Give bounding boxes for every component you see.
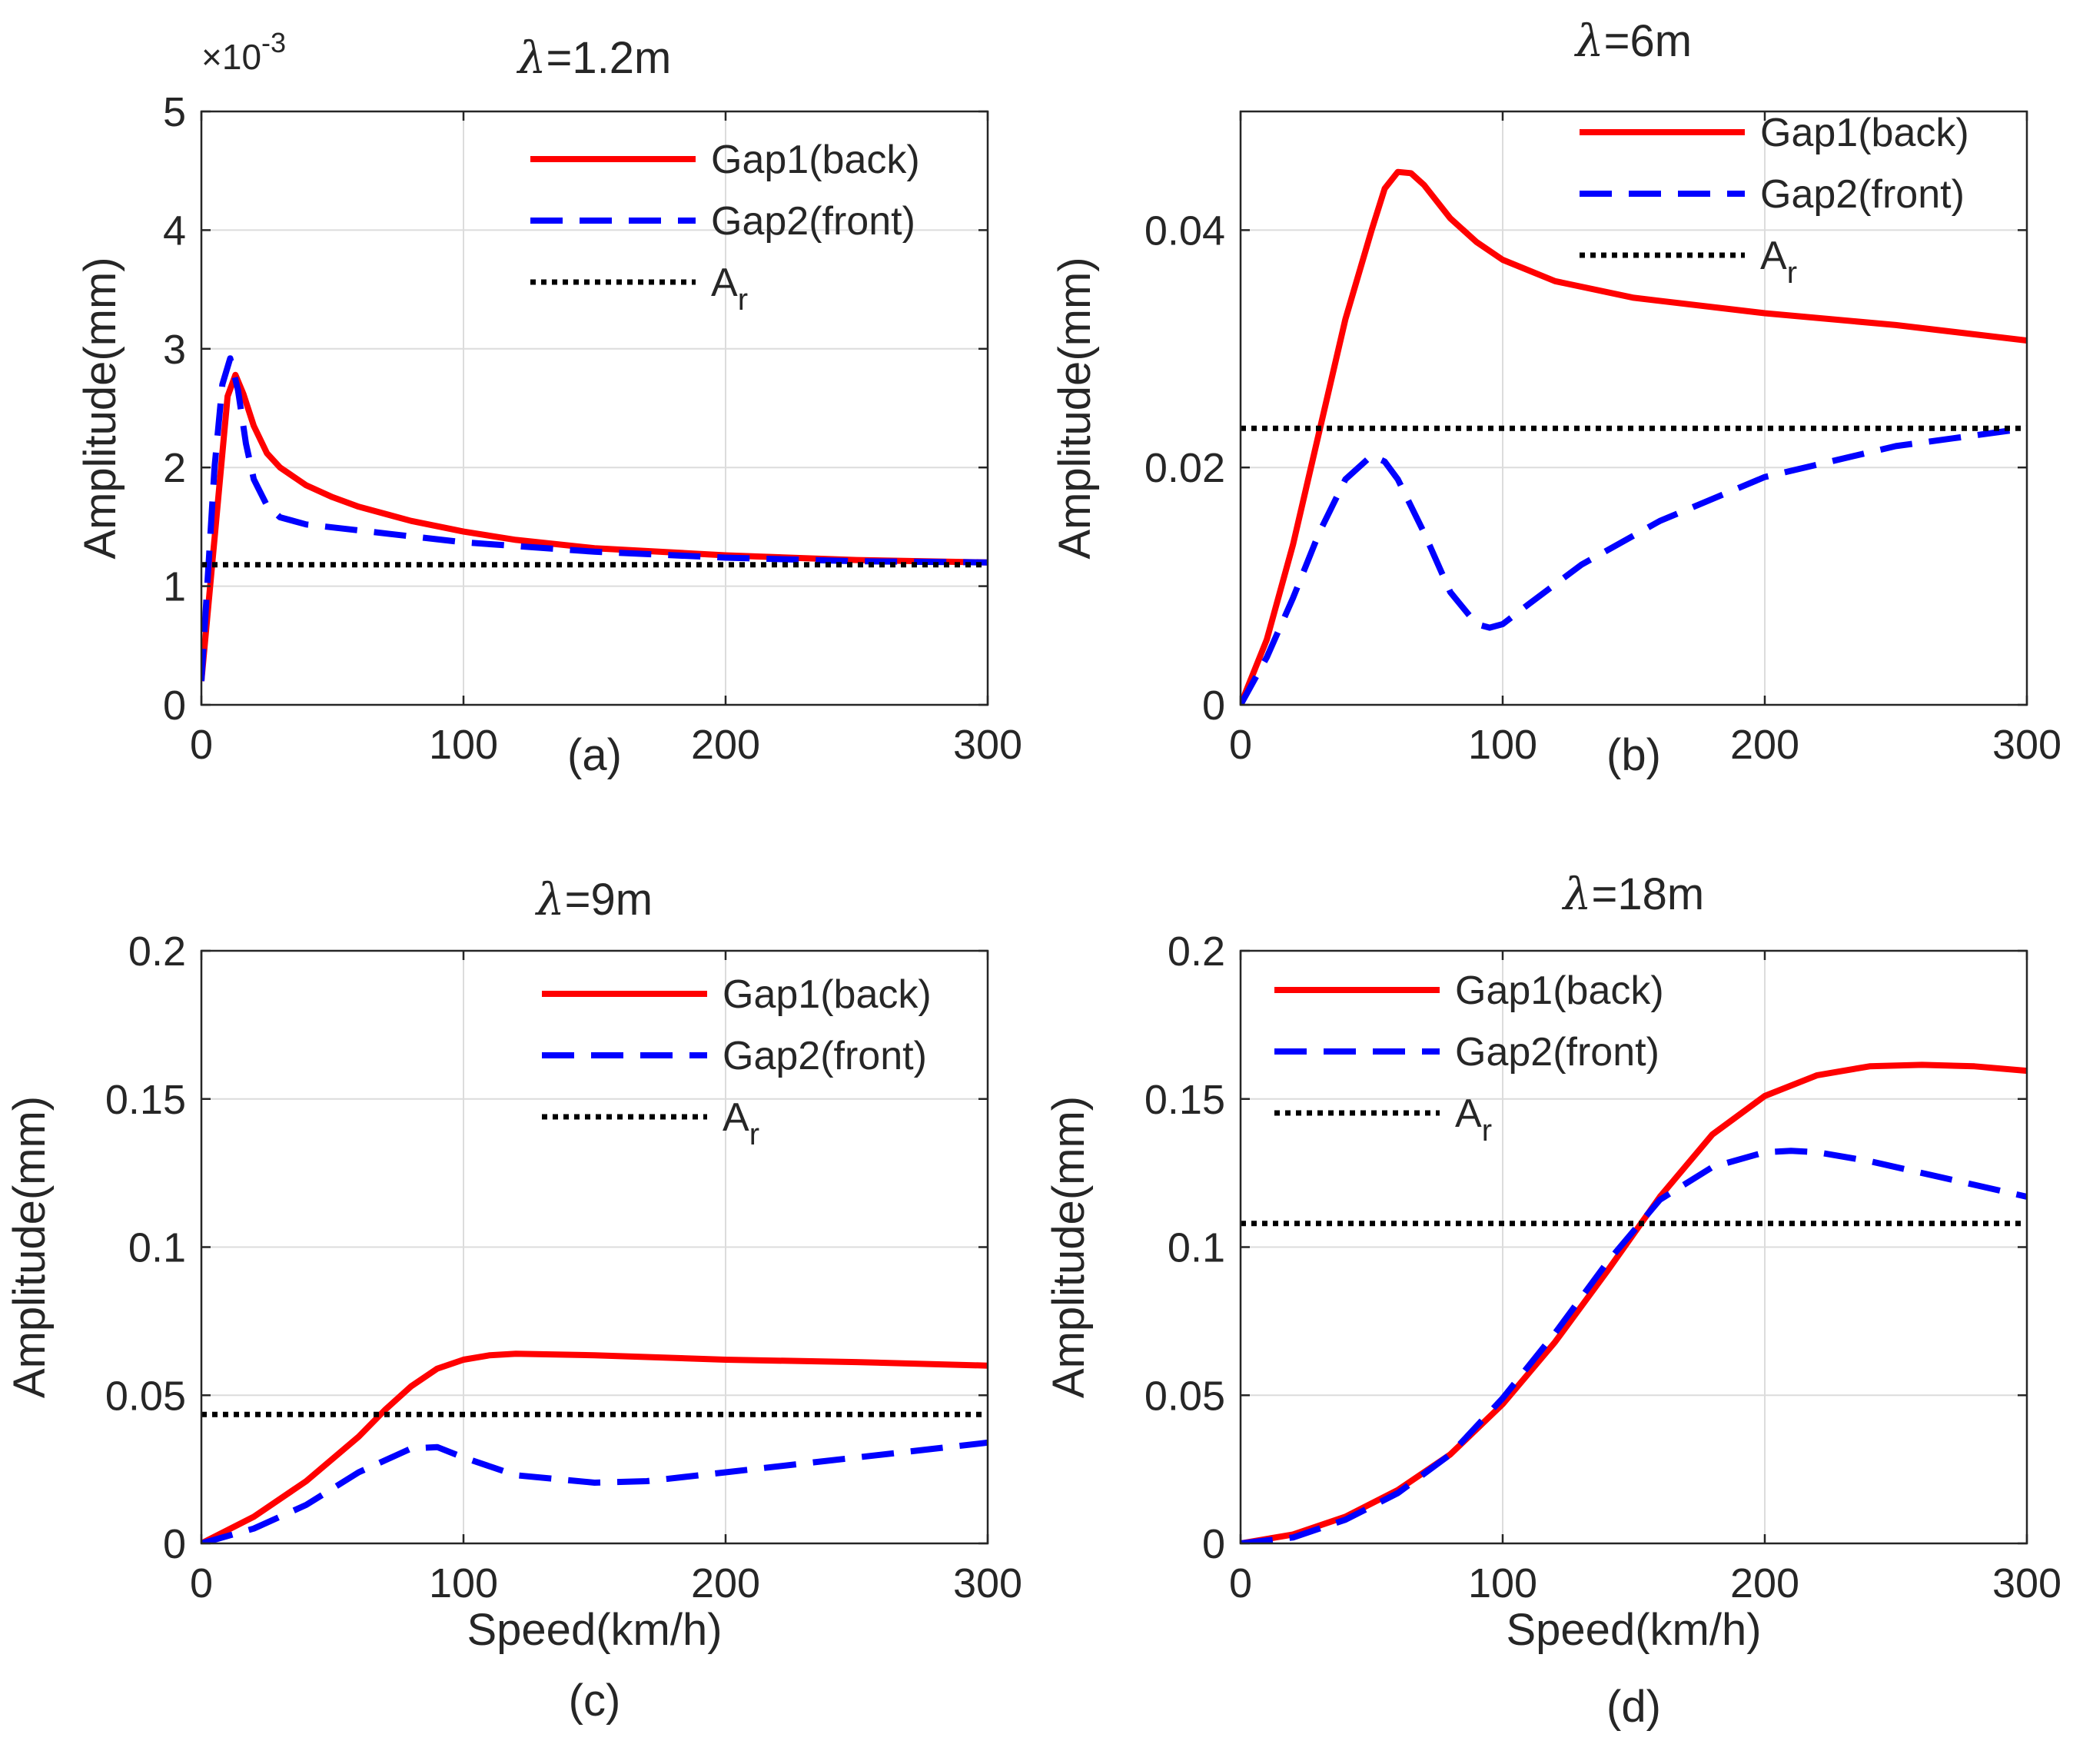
x-tick-label: 300 <box>953 1560 1022 1606</box>
legend-label-2: Gap2(front) <box>723 1034 927 1078</box>
y-tick-label: 0 <box>1202 683 1225 729</box>
series-group <box>1241 168 2027 705</box>
series-line-2 <box>201 355 988 682</box>
legend-label-1: Gap1(back) <box>1760 111 1969 155</box>
chart-title: λ=6m <box>1574 15 1692 67</box>
x-tick-label: 300 <box>953 722 1022 768</box>
series-line-1 <box>1241 1061 2027 1543</box>
y-tick-label: 0.02 <box>1144 445 1225 491</box>
series-line-1 <box>1241 168 2027 705</box>
chart-panel-b: 0 100 200 300 0 0.02 0.04 λ=6m Amplitude(mm) (b) G… <box>1050 15 2061 780</box>
y-tick-label: 0.04 <box>1144 208 1225 254</box>
series-line-2 <box>201 1439 988 1543</box>
y-tick-label: 0 <box>1202 1521 1225 1567</box>
chart-panel-d: 0 100 200 300 0 0.05 0.1 0.15 0.2 λ=18m Amplitude(… <box>1044 868 2061 1732</box>
y-tick-label: 0.05 <box>1144 1373 1225 1419</box>
y-tick-label: 0.1 <box>128 1225 186 1271</box>
x-axis-label: Speed(km/h) <box>467 1605 722 1655</box>
series-line-2 <box>1241 425 2027 705</box>
legend-label-3: Ar <box>1455 1091 1492 1148</box>
y-tick-label: 1 <box>163 564 186 610</box>
legend-label-1: Gap1(back) <box>711 138 920 182</box>
panel-label: (a) <box>567 730 622 780</box>
x-tick-label: 0 <box>190 1560 213 1606</box>
legend-label-3: Ar <box>1760 234 1797 290</box>
axes-frame <box>1239 110 2028 706</box>
series-line-2 <box>1241 1148 2027 1543</box>
series-line-1 <box>201 371 988 682</box>
y-tick-label: 0 <box>163 1521 186 1567</box>
y-tick-label: 0.15 <box>105 1077 186 1123</box>
y-tick-label: 4 <box>163 208 186 254</box>
chart-title: λ=9m <box>535 873 653 925</box>
x-tick-label: 200 <box>1730 722 1799 768</box>
x-tick-label: 300 <box>1992 1560 2061 1606</box>
x-axis-label: Speed(km/h) <box>1506 1605 1761 1655</box>
y-tick-label: 0.2 <box>1168 929 1225 975</box>
y-exponent-label: ×10-3 <box>201 27 286 77</box>
y-tick-label: 0.2 <box>128 929 186 975</box>
chart-panel-c: 0 100 200 300 0 0.05 0.1 0.15 0.2 λ=9m Amplitude(m… <box>5 873 1022 1726</box>
y-axis-label: Amplitude(mm) <box>1044 1096 1094 1398</box>
y-tick-label: 0.15 <box>1144 1077 1225 1123</box>
legend: Gap1(back) Gap2(front) Ar <box>1580 111 1969 290</box>
x-tick-label: 0 <box>1229 1560 1252 1606</box>
panel-label: (d) <box>1606 1682 1661 1732</box>
y-tick-label: 0 <box>163 683 186 729</box>
y-axis-label: Amplitude(mm) <box>75 257 125 559</box>
x-tick-label: 100 <box>429 1560 498 1606</box>
y-tick-label: 3 <box>163 327 186 373</box>
chart-title: λ=1.2m <box>517 32 672 84</box>
x-tick-label: 100 <box>429 722 498 768</box>
legend-label-1: Gap1(back) <box>1455 968 1664 1013</box>
x-tick-label: 200 <box>691 1560 760 1606</box>
x-tick-label: 0 <box>190 722 213 768</box>
series-group <box>201 355 988 682</box>
chart-panel-a: 0 100 200 300 0 1 2 3 4 5 ×10-3 λ=1.2m Amplitude(mm)… <box>75 27 1022 780</box>
panel-label: (c) <box>569 1676 621 1726</box>
chart-title: λ=18m <box>1562 868 1704 920</box>
x-tick-label: 100 <box>1468 722 1537 768</box>
legend-label-3: Ar <box>723 1095 759 1151</box>
legend-label-3: Ar <box>711 261 748 317</box>
x-tick-label: 200 <box>691 722 760 768</box>
series-line-1 <box>201 1350 988 1543</box>
y-tick-label: 0.05 <box>105 1373 186 1419</box>
x-tick-label: 300 <box>1992 722 2061 768</box>
legend-label-1: Gap1(back) <box>723 972 932 1017</box>
legend: Gap1(back) Gap2(front) Ar <box>530 138 920 317</box>
x-tick-label: 100 <box>1468 1560 1537 1606</box>
series-group <box>1241 1061 2027 1543</box>
legend: Gap1(back) Gap2(front) Ar <box>1274 968 1664 1148</box>
series-group <box>201 1350 988 1543</box>
x-tick-label: 0 <box>1229 722 1252 768</box>
y-tick-label: 2 <box>163 445 186 491</box>
y-axis-label: Amplitude(mm) <box>1050 257 1100 559</box>
y-tick-label: 5 <box>163 89 186 135</box>
legend: Gap1(back) Gap2(front) Ar <box>542 972 932 1151</box>
legend-label-2: Gap2(front) <box>1455 1030 1659 1075</box>
legend-label-2: Gap2(front) <box>711 199 915 244</box>
panel-label: (b) <box>1606 730 1661 780</box>
x-tick-label: 200 <box>1730 1560 1799 1606</box>
legend-label-2: Gap2(front) <box>1760 172 1965 217</box>
y-tick-label: 0.1 <box>1168 1225 1225 1271</box>
y-axis-label: Amplitude(mm) <box>5 1096 55 1398</box>
axes-frame <box>200 110 989 706</box>
